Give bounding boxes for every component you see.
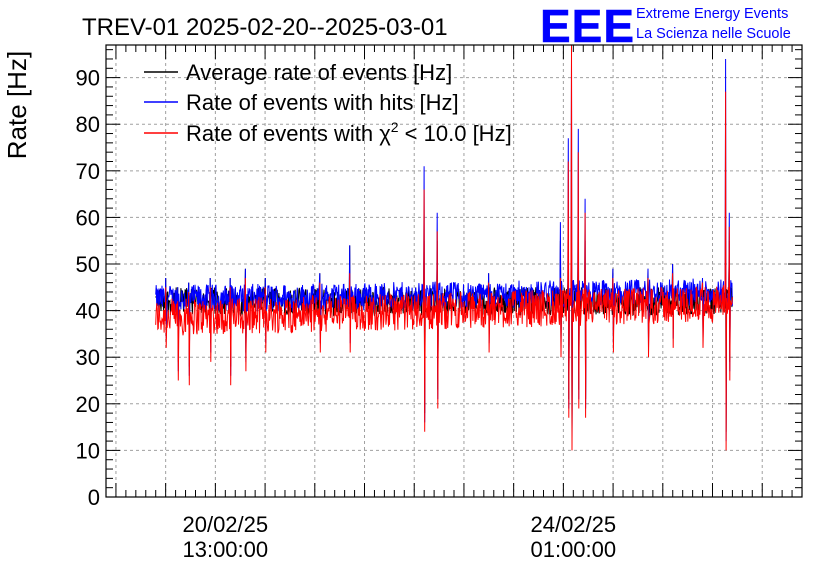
x-tick-label-time: 13:00:00	[182, 537, 268, 562]
y-tick-label: 70	[76, 159, 100, 184]
y-tick-label: 30	[76, 345, 100, 370]
x-tick-label-date: 24/02/25	[530, 512, 616, 537]
logo-mark: EEE	[540, 0, 635, 52]
x-tick-label-date: 20/02/25	[182, 512, 268, 537]
legend-label-chi2: Rate of events with χ2 < 10.0 [Hz]	[186, 119, 512, 146]
y-tick-label: 20	[76, 392, 100, 417]
logo: EEE Extreme Energy Events La Scienza nel…	[540, 0, 791, 52]
series-rate-with-hits	[155, 58, 733, 442]
y-axis-label: Rate [Hz]	[2, 51, 32, 159]
y-tick-label: 50	[76, 252, 100, 277]
y-tick-label: 60	[76, 205, 100, 230]
logo-line1: Extreme Energy Events	[636, 6, 788, 22]
y-tick-label: 40	[76, 299, 100, 324]
series-rate-chi2	[155, 44, 733, 451]
y-tick-label: 80	[76, 112, 100, 137]
legend-label-hits: Rate of events with hits [Hz]	[186, 90, 459, 115]
chart-title: TREV-01 2025-02-20--2025-03-01	[82, 14, 448, 41]
y-tick-label: 0	[88, 485, 100, 510]
series-lines	[155, 44, 733, 451]
series-average-rate	[155, 240, 733, 432]
y-tick-label: 10	[76, 438, 100, 463]
x-tick-label-time: 01:00:00	[530, 537, 616, 562]
logo-line2: La Scienza nelle Scuole	[636, 26, 791, 42]
legend-label-average: Average rate of events [Hz]	[186, 60, 452, 85]
y-tick-label: 90	[76, 66, 100, 91]
legend: Average rate of events [Hz] Rate of even…	[144, 60, 512, 146]
